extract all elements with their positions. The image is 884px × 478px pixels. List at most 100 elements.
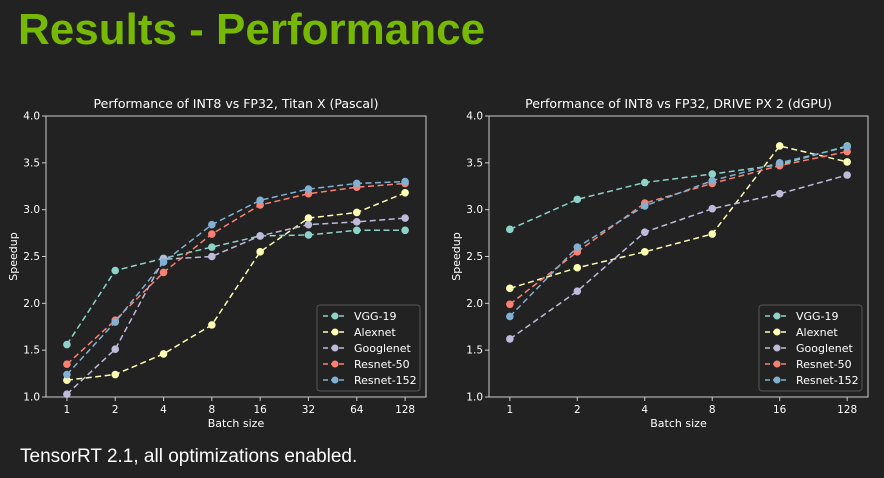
data-point bbox=[506, 300, 514, 309]
series-line bbox=[66, 192, 406, 381]
legend-label: VGG-19 bbox=[796, 310, 839, 323]
x-tick-label: 4 bbox=[160, 404, 167, 416]
y-tick-label: 1.0 bbox=[466, 392, 483, 404]
data-point bbox=[708, 230, 717, 238]
y-axis-label: Speedup bbox=[7, 232, 20, 280]
y-tick-label: 2.0 bbox=[466, 298, 483, 310]
series-alexnet bbox=[506, 142, 851, 293]
legend-marker bbox=[773, 360, 781, 368]
legend-label: Resnet-50 bbox=[354, 358, 410, 371]
legend-entry: Resnet-50 bbox=[323, 358, 410, 371]
data-point bbox=[63, 360, 71, 369]
legend-marker bbox=[773, 344, 781, 352]
y-tick-label: 4.0 bbox=[23, 111, 40, 123]
data-point bbox=[843, 143, 851, 151]
y-tick-label: 3.5 bbox=[466, 157, 483, 169]
x-tick-label: 2 bbox=[574, 404, 581, 416]
data-point bbox=[401, 189, 409, 197]
x-tick-label: 16 bbox=[253, 404, 267, 416]
data-point bbox=[708, 204, 717, 213]
legend-box bbox=[758, 304, 863, 392]
series-resnet-50 bbox=[506, 147, 851, 309]
data-point bbox=[208, 243, 216, 251]
x-tick-label: 4 bbox=[641, 404, 648, 416]
x-tick-label: 1 bbox=[507, 404, 514, 416]
x-tick-label: 16 bbox=[773, 404, 787, 416]
data-point bbox=[640, 202, 649, 210]
data-point bbox=[640, 248, 649, 256]
data-point bbox=[63, 390, 71, 398]
x-tick-label: 1 bbox=[64, 404, 71, 416]
legend-marker bbox=[331, 376, 339, 384]
x-tick-label: 128 bbox=[395, 404, 415, 416]
data-point bbox=[111, 370, 120, 379]
legend-label: Resnet-152 bbox=[796, 374, 859, 387]
data-point bbox=[775, 189, 784, 198]
series-line bbox=[509, 146, 848, 317]
data-point bbox=[208, 230, 216, 238]
x-tick-label: 8 bbox=[709, 404, 716, 416]
data-point bbox=[63, 340, 71, 349]
y-tick-label: 3.5 bbox=[23, 157, 40, 169]
data-point bbox=[506, 312, 514, 321]
data-point bbox=[843, 158, 851, 166]
legend-marker bbox=[331, 328, 339, 336]
data-point bbox=[352, 208, 361, 217]
data-point bbox=[506, 225, 514, 234]
chart-title: Performance of INT8 vs FP32, DRIVE PX 2 … bbox=[525, 96, 832, 111]
data-point bbox=[208, 252, 216, 261]
legend-entry: Resnet-152 bbox=[323, 374, 417, 387]
data-point bbox=[775, 142, 784, 150]
x-tick-label: 64 bbox=[350, 404, 364, 416]
y-tick-label: 2.5 bbox=[23, 251, 40, 263]
slide-title: Results - Performance bbox=[18, 5, 486, 54]
legend-label: Googlenet bbox=[796, 342, 854, 355]
x-axis-label: Batch size bbox=[650, 417, 707, 430]
data-point bbox=[506, 284, 514, 293]
data-point bbox=[159, 258, 168, 266]
y-tick-label: 2.5 bbox=[466, 251, 483, 263]
data-point bbox=[401, 177, 409, 186]
chart-titan-x: Performance of INT8 vs FP32, Titan X (Pa… bbox=[7, 96, 427, 430]
data-point bbox=[111, 345, 120, 354]
data-point bbox=[304, 231, 313, 239]
data-point bbox=[775, 159, 784, 167]
data-point bbox=[304, 214, 313, 222]
data-point bbox=[640, 228, 649, 236]
y-tick-label: 1.5 bbox=[23, 345, 40, 357]
legend: VGG-19 Alexnet Googlenet Resnet-50 Resnet-15… bbox=[316, 304, 421, 392]
legend-label: Googlenet bbox=[354, 342, 412, 355]
y-tick-label: 3.0 bbox=[23, 204, 40, 216]
data-point bbox=[352, 218, 361, 226]
series-line bbox=[509, 145, 848, 290]
y-tick-label: 2.0 bbox=[23, 298, 40, 310]
data-point bbox=[573, 287, 582, 295]
x-tick-label: 2 bbox=[112, 404, 119, 416]
data-point bbox=[159, 268, 168, 277]
x-axis-label: Batch size bbox=[208, 417, 265, 430]
data-point bbox=[256, 248, 264, 256]
data-point bbox=[352, 226, 361, 235]
series-line bbox=[66, 182, 406, 365]
legend-entry: Googlenet bbox=[323, 342, 412, 355]
data-point bbox=[506, 335, 514, 343]
x-tick-label: 128 bbox=[837, 404, 857, 416]
legend-label: Alexnet bbox=[354, 326, 396, 339]
legend-entry: Alexnet bbox=[323, 326, 396, 339]
data-point bbox=[111, 266, 120, 275]
data-point bbox=[208, 321, 216, 329]
data-point bbox=[573, 243, 582, 251]
data-point bbox=[256, 232, 264, 240]
series-resnet-152 bbox=[63, 177, 409, 379]
data-point bbox=[708, 176, 717, 185]
y-axis-label: Speedup bbox=[450, 232, 463, 280]
legend-label: Alexnet bbox=[796, 326, 838, 339]
x-tick-label: 32 bbox=[302, 404, 315, 416]
chart-title: Performance of INT8 vs FP32, Titan X (Pa… bbox=[94, 96, 379, 111]
legend-marker bbox=[773, 328, 781, 336]
series-line bbox=[509, 145, 848, 231]
legend-entry: Alexnet bbox=[765, 326, 838, 339]
legend-label: Resnet-50 bbox=[796, 358, 852, 371]
series-line bbox=[66, 180, 406, 376]
charts-canvas: Performance of INT8 vs FP32, Titan X (Pa… bbox=[7, 96, 869, 430]
